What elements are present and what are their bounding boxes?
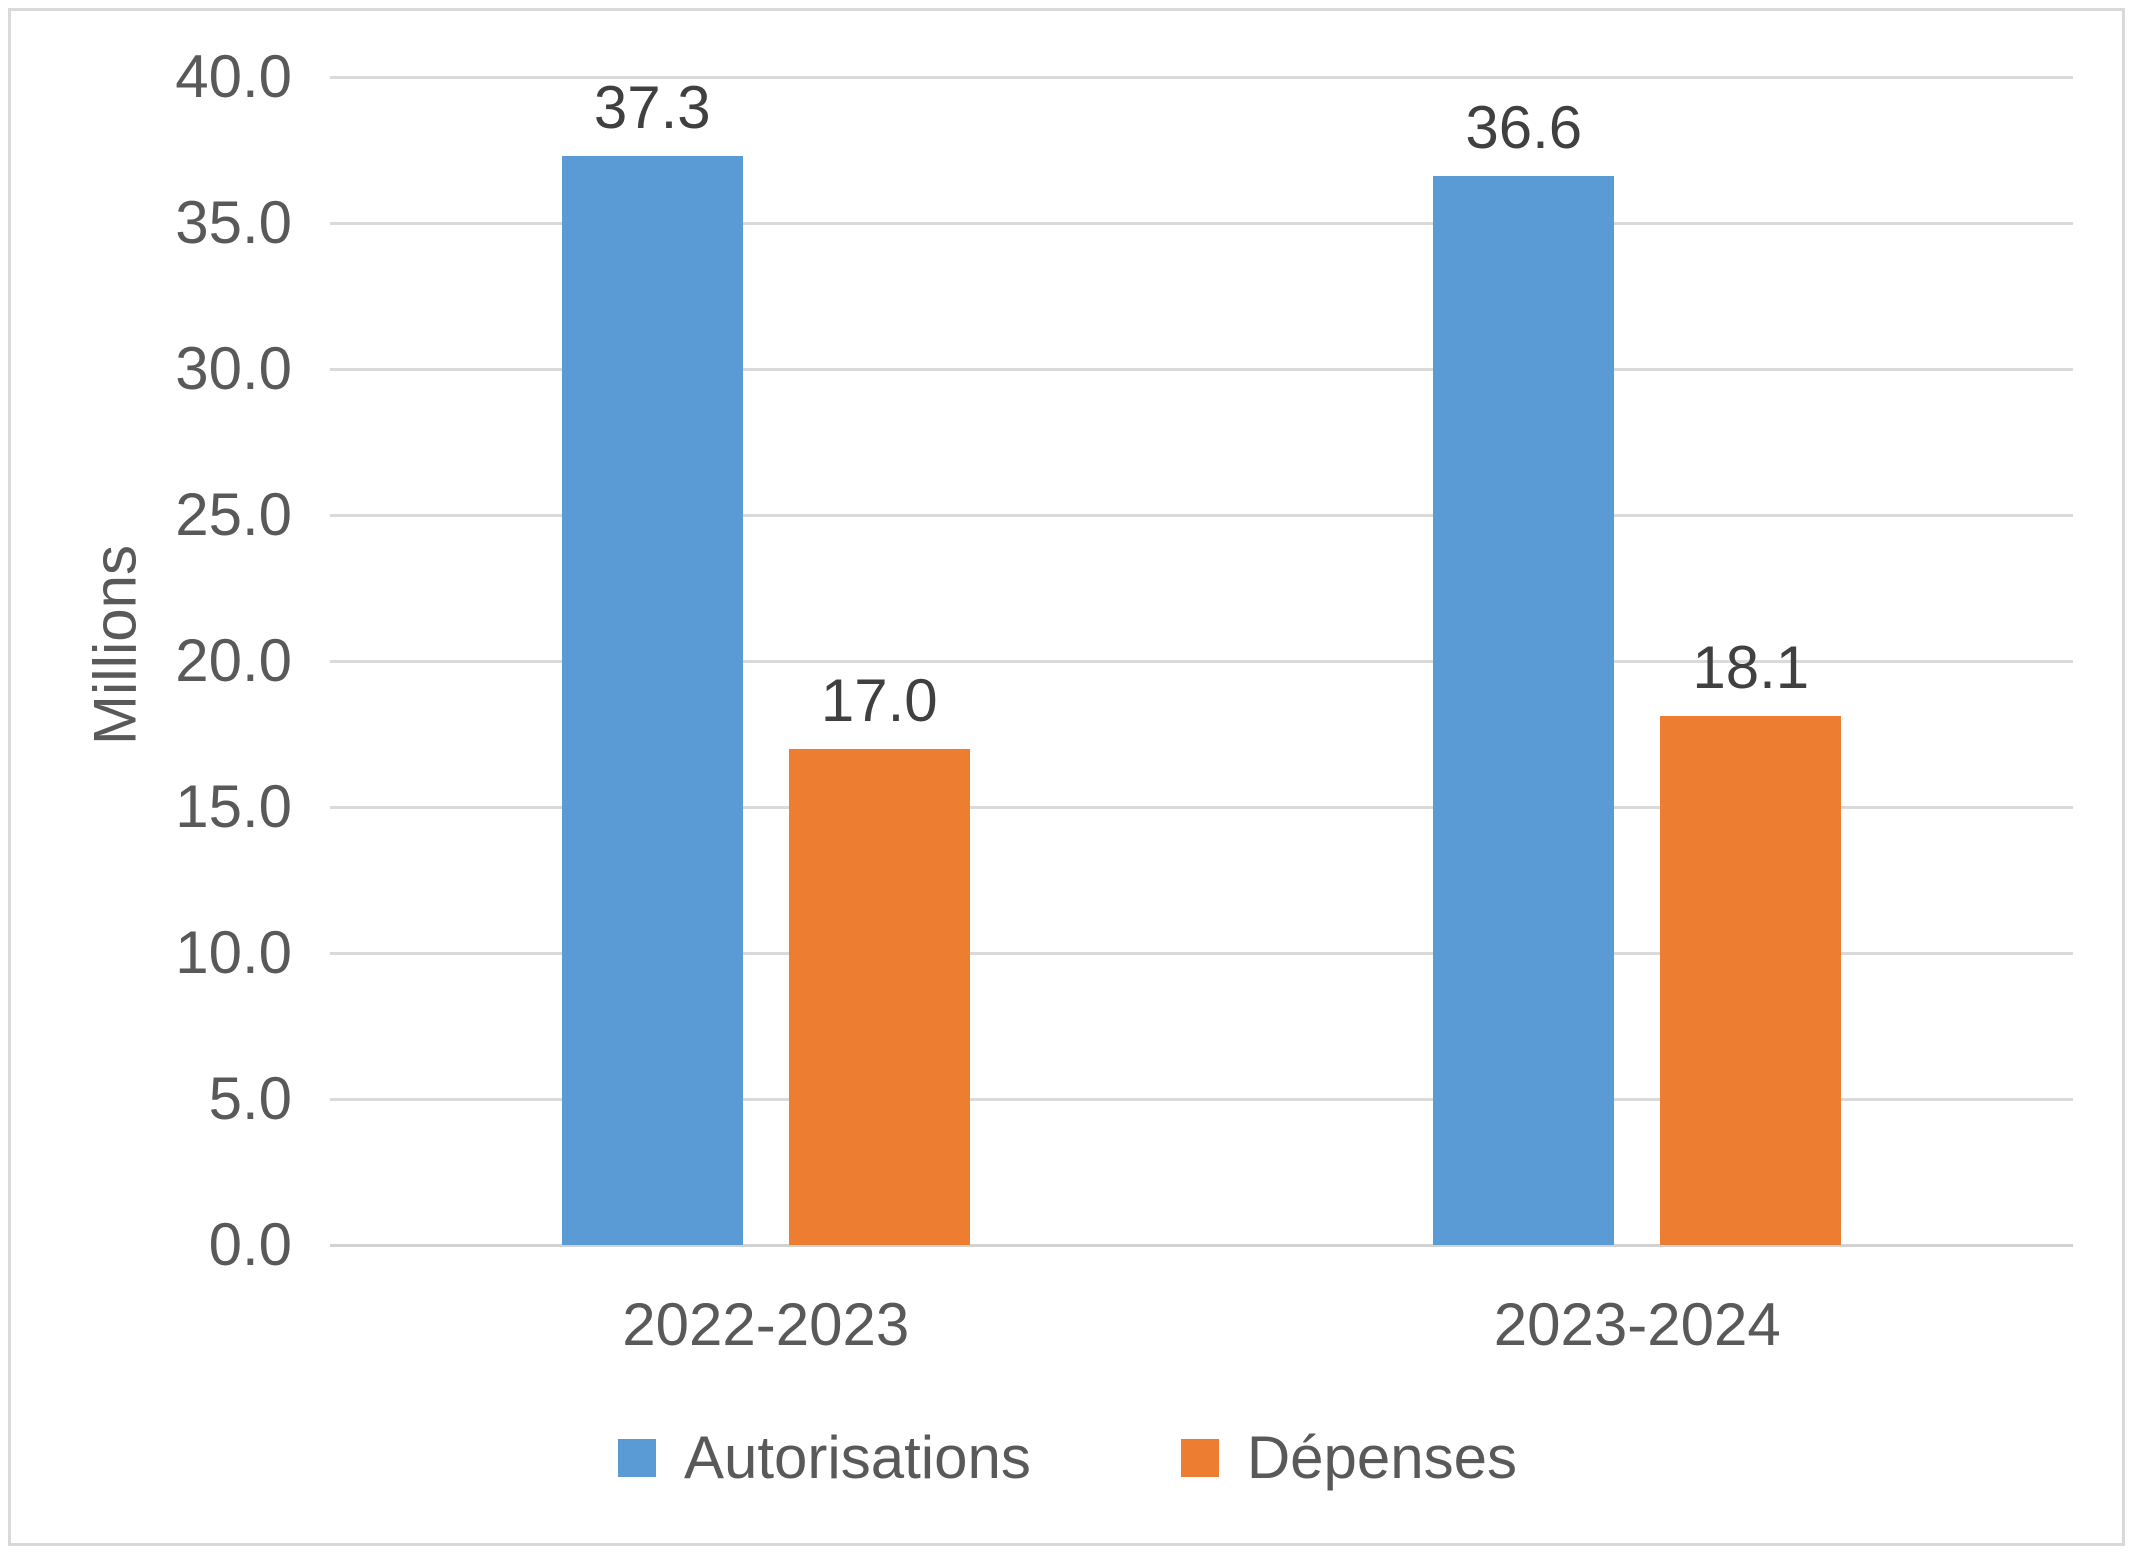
legend-item-dépenses: Dépenses xyxy=(1180,1424,1518,1491)
bar-value-label: 17.0 xyxy=(820,666,938,734)
y-axis-tick-labels: 0.0 5.0 10.0 15.0 20.0 25.0 30.0 35.0 40.0 xyxy=(0,47,302,1275)
y-tick-label: 25.0 xyxy=(175,481,292,548)
bar-autorisations-2023-2024 xyxy=(1433,176,1615,1245)
bar-value-label: 36.6 xyxy=(1465,94,1583,162)
y-tick-label: 40.0 xyxy=(175,43,292,110)
y-tick-label: 20.0 xyxy=(175,627,292,694)
gridline xyxy=(330,75,2073,79)
y-tick-label: 0.0 xyxy=(208,1211,292,1278)
gridline xyxy=(330,513,2073,517)
x-category-label: 2023-2024 xyxy=(1493,1291,1781,1358)
x-axis-line xyxy=(330,1243,2073,1247)
legend-item-autorisations: Autorisations xyxy=(617,1424,1031,1491)
y-tick-label: 30.0 xyxy=(175,335,292,402)
bar-dépenses-2022-2023 xyxy=(788,748,970,1245)
legend-swatch-icon xyxy=(617,1439,656,1477)
gridline xyxy=(330,659,2073,663)
legend: Autorisations Dépenses xyxy=(0,1420,2135,1496)
gridline xyxy=(330,367,2073,371)
gridline xyxy=(330,221,2073,225)
y-tick-label: 5.0 xyxy=(208,1065,292,1132)
bar-autorisations-2022-2023 xyxy=(561,155,743,1245)
legend-swatch-icon xyxy=(1180,1439,1219,1477)
gridline xyxy=(330,951,2073,955)
y-tick-label: 10.0 xyxy=(175,919,292,986)
bar-value-label: 18.1 xyxy=(1692,634,1810,702)
x-category-label: 2022-2023 xyxy=(622,1291,910,1358)
gridline xyxy=(330,805,2073,809)
x-axis-category-labels: 2022-2023 2023-2024 xyxy=(330,1292,2073,1372)
bar-value-label: 37.3 xyxy=(593,73,711,141)
y-tick-label: 35.0 xyxy=(175,189,292,256)
plot-area: 37.3 17.0 36.6 18.1 xyxy=(330,73,2073,1247)
legend-label: Autorisations xyxy=(683,1424,1031,1491)
legend-label: Dépenses xyxy=(1246,1424,1518,1491)
y-tick-label: 15.0 xyxy=(175,773,292,840)
gridline xyxy=(330,1097,2073,1101)
bar-dépenses-2023-2024 xyxy=(1660,716,1842,1245)
